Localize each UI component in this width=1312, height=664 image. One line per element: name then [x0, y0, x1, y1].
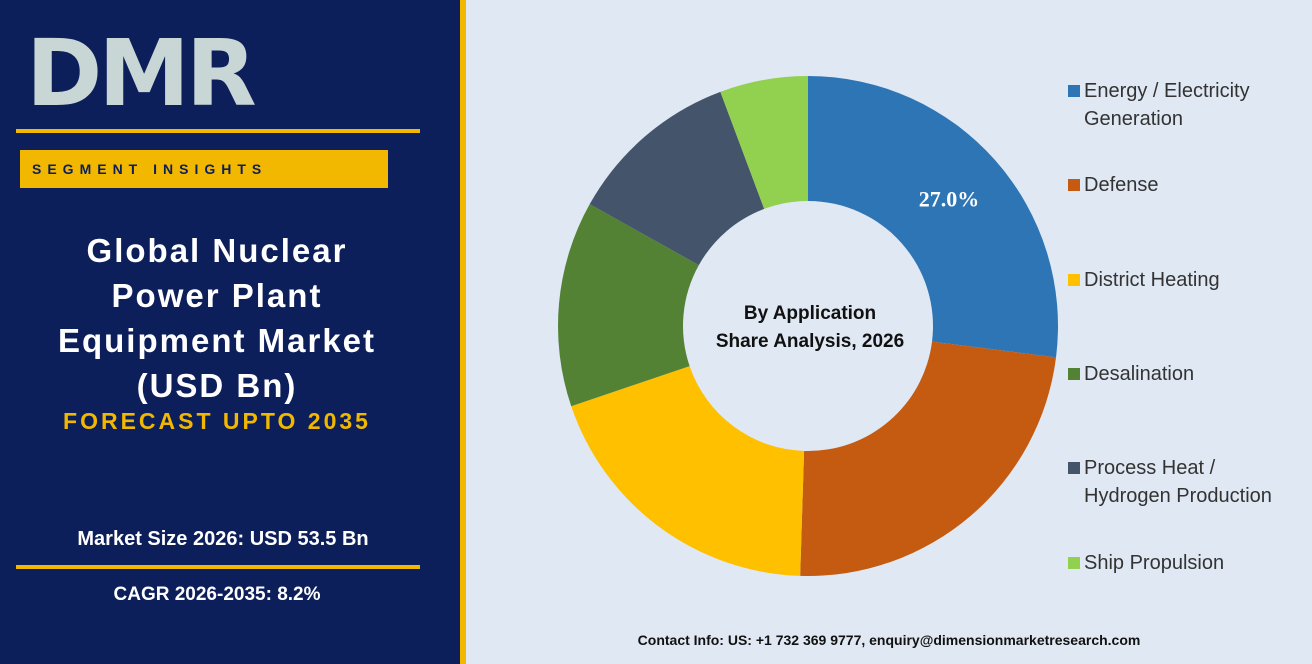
side-panel [0, 0, 460, 664]
legend-label: Energy / Electricity Generation [1084, 80, 1250, 130]
legend-swatch [1068, 462, 1080, 474]
slice [558, 204, 699, 407]
title: Global Nuclear Power Plant Equipment Mar… [0, 228, 434, 408]
data-label: 27.0% [919, 187, 980, 212]
legend-swatch [1068, 274, 1080, 286]
legend-item: District Heating [1068, 266, 1298, 294]
badge: SEGMENT INSIGHTS [20, 150, 388, 188]
contact: Contact Info: US: +1 732 369 9777, enqui… [637, 632, 1141, 648]
legend-item: Energy / Electricity Generation [1068, 77, 1298, 133]
slice [808, 76, 1058, 358]
rule [16, 129, 420, 133]
title-line: Power Plant [111, 277, 323, 314]
legend-label: Desalination [1084, 363, 1195, 385]
title-line: (USD Bn) [136, 367, 298, 404]
legend-swatch [1068, 557, 1080, 569]
center-label: Share Analysis, 2026 [716, 331, 904, 352]
legend-swatch [1068, 368, 1080, 380]
slice [720, 76, 808, 209]
cagr: CAGR 2026-2035: 8.2% [113, 584, 321, 605]
legend-item: Process Heat / Hydrogen Production [1068, 454, 1298, 510]
legend-item: Defense [1068, 171, 1298, 199]
market-size: Market Size 2026: USD 53.5 Bn [77, 528, 369, 550]
slice [571, 366, 805, 576]
legend-label: District Heating [1084, 269, 1220, 291]
legend-label: Ship Propulsion [1084, 552, 1225, 574]
legend-label: Defense [1084, 174, 1159, 196]
slice [589, 91, 765, 266]
forecast: FORECAST UPTO 2035 [63, 408, 371, 434]
title-line: Equipment Market [57, 322, 377, 359]
title-line: Global Nuclear [86, 232, 348, 269]
slice [800, 341, 1057, 576]
legend-swatch [1068, 85, 1080, 97]
legend-item: Desalination [1068, 360, 1298, 388]
divider [460, 0, 466, 664]
logo: DMR [26, 20, 257, 127]
rule [16, 565, 420, 569]
legend-label: Process Heat / Hydrogen Production [1084, 457, 1272, 507]
center-label: By Application [744, 303, 876, 324]
legend-swatch [1068, 179, 1080, 191]
legend-item: Ship Propulsion [1068, 549, 1298, 577]
